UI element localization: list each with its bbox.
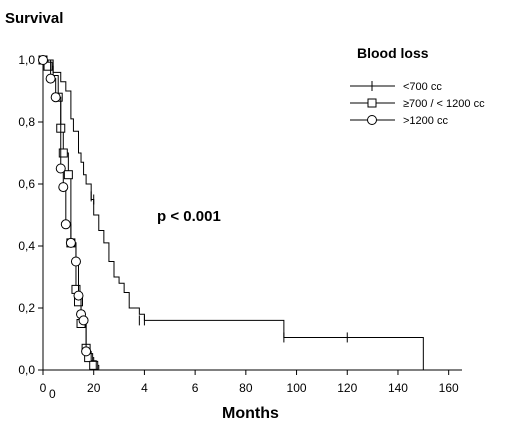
series-marker-2: [65, 237, 76, 248]
series-marker-2: [60, 219, 71, 230]
series-marker-2: [50, 92, 61, 103]
x-extra-label: 0: [49, 387, 56, 401]
y-tick-label: 0,6: [18, 177, 35, 191]
y-tick-label: 0,0: [18, 363, 35, 377]
y-tick-label: 0,4: [18, 239, 35, 253]
series-marker-2: [55, 163, 66, 174]
x-axis-label: Months: [222, 405, 279, 422]
x-tick-label: 20: [87, 381, 101, 395]
legend-entry: ≥700 / < 1200 cc: [403, 98, 485, 110]
x-tick-label: 6: [192, 381, 199, 395]
series-line-0: [43, 59, 424, 370]
series-marker-1: [63, 170, 73, 180]
series-marker-2: [70, 256, 81, 267]
x-tick-label: 100: [287, 381, 307, 395]
series-marker-2: [38, 55, 48, 65]
x-tick-label: 120: [337, 381, 357, 395]
y-tick-label: 0,8: [18, 115, 35, 129]
legend-entry: >1200 cc: [403, 115, 448, 127]
series-marker-2: [58, 182, 69, 193]
p-value-annotation: p < 0.001: [157, 208, 221, 225]
series-marker-2: [81, 346, 92, 357]
y-tick-label: 0,2: [18, 301, 35, 315]
series-marker-2: [45, 73, 56, 84]
x-tick-label: 0: [40, 381, 47, 395]
series-marker-2: [78, 315, 89, 326]
x-tick-label: 80: [239, 381, 253, 395]
series-marker-1: [58, 148, 68, 158]
legend-marker: [367, 115, 377, 125]
x-tick-label: 4: [141, 381, 148, 395]
plot-area: 0,0 0,2 0,4 0,6 0,8 1,0 0 20 4 6 80 100 120 140 160: [18, 53, 462, 395]
legend-entry: <700 cc: [403, 81, 442, 93]
series-marker-2: [73, 290, 84, 301]
legend: <700 cc ≥700 / < 1200 cc >1200 cc: [350, 81, 485, 127]
legend-title: Blood loss: [357, 45, 429, 61]
series-line-2: [43, 59, 97, 370]
series-marker-1: [43, 61, 53, 71]
series-marker-1: [89, 360, 99, 370]
y-tick-label: 1,0: [18, 53, 35, 67]
y-axis-label: Survival: [5, 10, 63, 27]
x-tick-label: 140: [388, 381, 408, 395]
legend-marker: [367, 98, 377, 108]
x-tick-label: 160: [439, 381, 459, 395]
